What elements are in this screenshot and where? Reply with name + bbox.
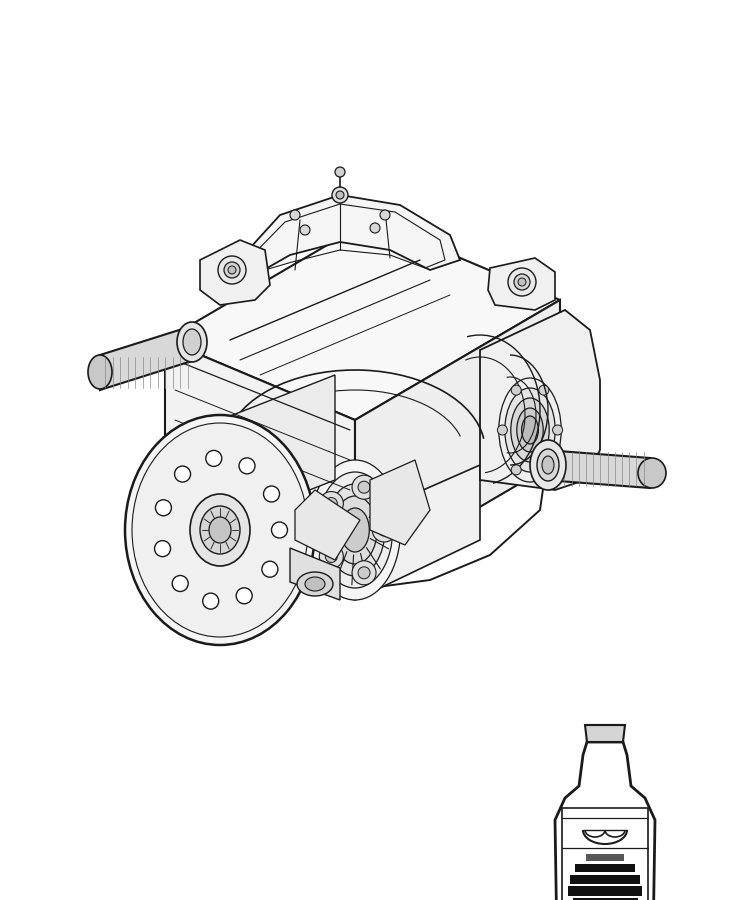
- Ellipse shape: [200, 506, 240, 554]
- Polygon shape: [370, 460, 430, 545]
- Polygon shape: [488, 258, 555, 310]
- Circle shape: [511, 385, 521, 395]
- Circle shape: [508, 268, 536, 296]
- Ellipse shape: [516, 408, 543, 452]
- Circle shape: [175, 466, 190, 482]
- Polygon shape: [165, 340, 355, 580]
- Circle shape: [264, 486, 279, 502]
- Circle shape: [335, 167, 345, 177]
- Ellipse shape: [88, 355, 112, 389]
- Circle shape: [206, 450, 222, 466]
- Circle shape: [300, 225, 310, 235]
- Polygon shape: [545, 450, 650, 488]
- Circle shape: [497, 425, 508, 435]
- Circle shape: [228, 266, 236, 274]
- Ellipse shape: [511, 398, 549, 462]
- Bar: [570, 875, 640, 884]
- Circle shape: [262, 562, 278, 577]
- Ellipse shape: [522, 416, 539, 444]
- Polygon shape: [165, 220, 560, 420]
- Ellipse shape: [177, 322, 207, 362]
- Ellipse shape: [183, 329, 201, 355]
- Circle shape: [553, 425, 562, 435]
- Ellipse shape: [341, 508, 369, 552]
- Circle shape: [358, 567, 370, 579]
- Ellipse shape: [542, 456, 554, 474]
- Ellipse shape: [638, 458, 666, 488]
- Polygon shape: [355, 300, 560, 580]
- Polygon shape: [585, 725, 625, 742]
- Circle shape: [319, 491, 343, 516]
- Polygon shape: [290, 548, 340, 600]
- Circle shape: [155, 541, 170, 556]
- Ellipse shape: [333, 496, 377, 564]
- Ellipse shape: [209, 517, 231, 543]
- Circle shape: [358, 482, 370, 493]
- Polygon shape: [200, 240, 270, 305]
- Circle shape: [319, 544, 343, 569]
- Circle shape: [325, 551, 337, 562]
- Polygon shape: [220, 375, 335, 525]
- Circle shape: [514, 274, 530, 290]
- Circle shape: [325, 498, 337, 509]
- Ellipse shape: [325, 484, 385, 576]
- Circle shape: [236, 588, 252, 604]
- Ellipse shape: [190, 494, 250, 566]
- Ellipse shape: [505, 388, 555, 472]
- Bar: [586, 854, 624, 861]
- Ellipse shape: [317, 472, 393, 588]
- Ellipse shape: [125, 415, 315, 645]
- Circle shape: [352, 561, 376, 585]
- Bar: [575, 864, 635, 872]
- Polygon shape: [100, 325, 195, 390]
- Circle shape: [218, 256, 246, 284]
- Ellipse shape: [499, 378, 561, 482]
- Polygon shape: [480, 310, 600, 490]
- Circle shape: [539, 385, 549, 395]
- Ellipse shape: [132, 423, 308, 637]
- Circle shape: [336, 191, 344, 199]
- Circle shape: [518, 278, 526, 286]
- Circle shape: [239, 458, 255, 473]
- Circle shape: [378, 524, 391, 536]
- Circle shape: [539, 464, 549, 475]
- Ellipse shape: [297, 572, 333, 596]
- Ellipse shape: [530, 440, 566, 490]
- Circle shape: [172, 575, 188, 591]
- Bar: [573, 898, 637, 900]
- Ellipse shape: [305, 577, 325, 591]
- Circle shape: [352, 475, 376, 500]
- Circle shape: [271, 522, 288, 538]
- Polygon shape: [295, 490, 360, 560]
- Polygon shape: [555, 742, 655, 900]
- Ellipse shape: [537, 449, 559, 481]
- Circle shape: [156, 500, 171, 516]
- Circle shape: [372, 518, 396, 542]
- Circle shape: [290, 210, 300, 220]
- Circle shape: [380, 210, 390, 220]
- Bar: [562, 808, 648, 900]
- Polygon shape: [230, 195, 460, 275]
- Circle shape: [511, 464, 521, 475]
- Circle shape: [203, 593, 219, 609]
- Ellipse shape: [310, 460, 400, 600]
- Polygon shape: [230, 465, 480, 600]
- Circle shape: [332, 187, 348, 203]
- Circle shape: [224, 262, 240, 278]
- Bar: [568, 886, 642, 896]
- Circle shape: [370, 223, 380, 233]
